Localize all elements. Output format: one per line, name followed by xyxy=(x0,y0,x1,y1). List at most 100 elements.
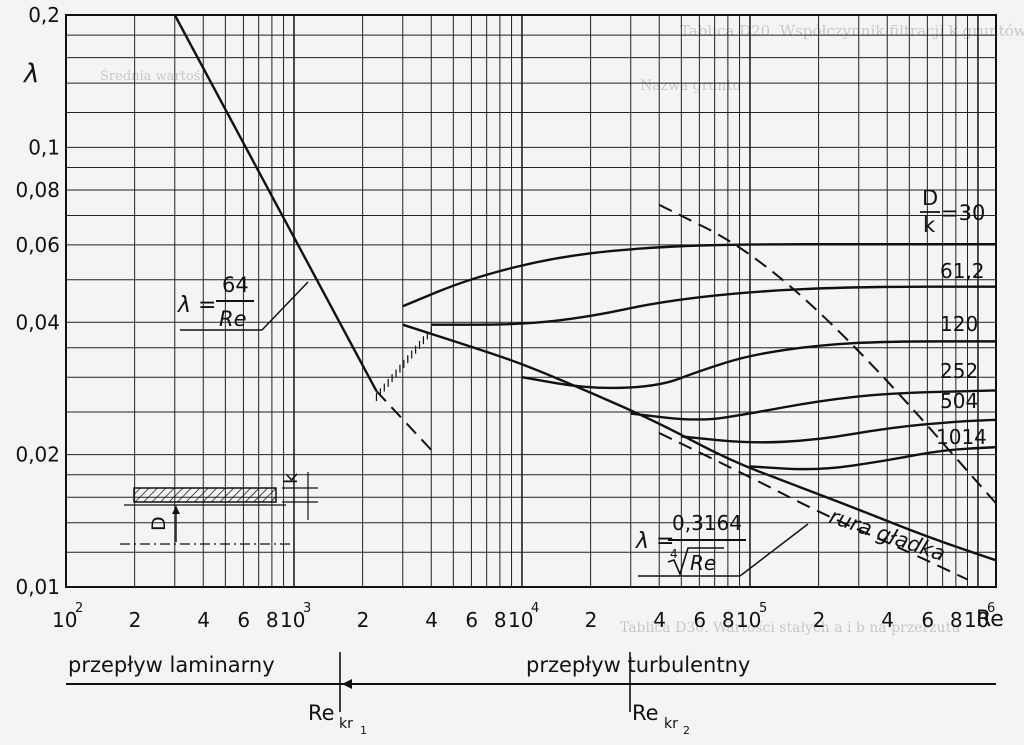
laminar-formula-den: Re xyxy=(219,307,247,331)
x-tick: 8 xyxy=(722,608,735,632)
ratio-head-val: =30 xyxy=(941,201,985,225)
ratio-head-num: D xyxy=(922,186,938,210)
ratio-label-61: 61,2 xyxy=(940,259,985,283)
blasius-formula-lhs: λ = xyxy=(635,529,674,554)
ratio-labels: D k =30 61,2 120 252 504 1014 xyxy=(920,186,987,449)
x-tick-label: 4 xyxy=(425,608,438,632)
series-d-k-252 xyxy=(630,389,997,421)
blasius-formula-root-index: 4 xyxy=(670,547,678,561)
x-tick: 102 xyxy=(52,601,83,632)
regime-strip: przepływ laminarny przepływ turbulentny … xyxy=(66,652,996,737)
x-tick-label: 2 xyxy=(129,608,142,632)
x-tick-label: 8 xyxy=(494,608,507,632)
series-laminar-ext xyxy=(375,390,432,451)
x-tick-labels: 102 2 4 6 8 103 2 4 6 8 104 2 4 6 8 105 2 4 6 8 106 xyxy=(52,601,995,632)
series-d-k-61-2 xyxy=(431,285,996,326)
ratio-label-252: 252 xyxy=(940,359,978,383)
x-tick: 105 xyxy=(736,601,767,632)
re-kr1-sub: kr xyxy=(339,716,353,732)
x-tick-label: 6 xyxy=(465,608,478,632)
x-tick: 6 xyxy=(921,608,934,632)
x-tick: 8 xyxy=(950,608,963,632)
x-tick: 6 xyxy=(465,608,478,632)
ratio-label-1014: 1014 xyxy=(936,425,987,449)
x-tick-label: 4 xyxy=(881,608,894,632)
series-d-k-120 xyxy=(521,340,996,390)
blasius-formula-num: 0,3164 xyxy=(672,511,742,535)
y-tick-label: 0,06 xyxy=(15,233,60,257)
x-tick-label: 2 xyxy=(357,608,370,632)
bleed-title-1: Tablica D20. Współczynnik filtracji k gr… xyxy=(680,22,1024,40)
y-tick-labels: 0,01 0,02 0,04 0,06 0,08 0,1 0,2 xyxy=(15,3,60,599)
laminar-formula-num: 64 xyxy=(222,273,249,297)
x-tick: 4 xyxy=(197,608,210,632)
x-tick: 2 xyxy=(813,608,826,632)
series-laminar xyxy=(173,14,378,392)
ratio-label-120: 120 xyxy=(940,312,978,336)
re-kr2-sub: kr xyxy=(664,716,678,732)
pipe-d-label: D xyxy=(148,516,170,531)
x-tick: 8 xyxy=(494,608,507,632)
series-d-k-504 xyxy=(681,418,997,444)
re-kr1-sub2: 1 xyxy=(360,724,367,737)
x-tick: 6 xyxy=(237,608,250,632)
y-tick-label: 0,1 xyxy=(28,135,60,159)
laminar-formula: λ = 64 Re xyxy=(177,273,309,331)
transition-hatch xyxy=(375,326,432,402)
re-kr1-label: Re xyxy=(308,701,335,725)
x-tick-exponent: 4 xyxy=(531,601,539,616)
x-tick-label: 4 xyxy=(197,608,210,632)
blasius-formula-den: Re xyxy=(690,551,716,575)
x-tick: 104 xyxy=(508,601,539,632)
pipe-wall xyxy=(133,487,277,503)
series-layer xyxy=(173,14,997,581)
x-tick-exponent: 3 xyxy=(303,601,311,616)
bleed-header-1: Nazwa gruntu xyxy=(640,78,741,94)
series-d-k-30 xyxy=(402,243,996,308)
x-tick-exponent: 6 xyxy=(987,601,995,616)
x-tick-label: 2 xyxy=(813,608,826,632)
regime-turbulent: przepływ turbulentny xyxy=(526,653,750,677)
series-blasius xyxy=(658,432,968,581)
x-tick: 2 xyxy=(357,608,370,632)
y-tick-label: 0,01 xyxy=(15,575,60,599)
x-tick: 4 xyxy=(653,608,666,632)
x-tick-label: 8 xyxy=(722,608,735,632)
y-tick-label: 0,02 xyxy=(15,443,60,467)
x-axis-label: Re xyxy=(976,607,1004,632)
x-tick-exponent: 5 xyxy=(759,601,767,616)
x-tick-label: 6 xyxy=(693,608,706,632)
y-axis-label: λ xyxy=(22,59,39,89)
y-tick-label: 0,04 xyxy=(15,310,60,334)
x-tick: 8 xyxy=(266,608,279,632)
x-tick: 4 xyxy=(881,608,894,632)
x-tick-label: 10 xyxy=(964,608,989,632)
laminar-formula-lhs: λ = xyxy=(177,293,216,318)
regime-laminar: przepływ laminarny xyxy=(68,653,275,677)
x-tick-label: 10 xyxy=(508,608,533,632)
x-tick-label: 6 xyxy=(237,608,250,632)
x-tick: 6 xyxy=(693,608,706,632)
y-tick-label: 0,2 xyxy=(28,3,60,27)
bleed-title-2: Tablica D30. Wartości stałych a i b na p… xyxy=(620,620,960,636)
series-d-k-1014 xyxy=(749,445,997,471)
x-tick: 4 xyxy=(425,608,438,632)
x-tick-label: 8 xyxy=(950,608,963,632)
series-smooth xyxy=(402,323,997,562)
pipe-k-label: k xyxy=(280,473,302,484)
root-sign xyxy=(667,547,724,577)
x-tick: 103 xyxy=(280,601,311,632)
x-tick-exponent: 2 xyxy=(75,601,83,616)
re-kr2-label: Re xyxy=(632,701,659,725)
y-tick-label: 0,08 xyxy=(15,178,60,202)
x-tick: 106 xyxy=(964,601,995,632)
pipe-d-arrowhead xyxy=(172,506,180,514)
x-tick-label: 6 xyxy=(921,608,934,632)
plot-frame xyxy=(65,14,997,588)
bleed-header-2: Średnia wartość xyxy=(100,67,208,84)
x-tick-label: 10 xyxy=(52,608,77,632)
laminar-formula-leader xyxy=(261,281,309,331)
ratio-label-504: 504 xyxy=(940,389,978,413)
blasius-formula: λ = 0,3164 4 Re xyxy=(635,511,809,577)
